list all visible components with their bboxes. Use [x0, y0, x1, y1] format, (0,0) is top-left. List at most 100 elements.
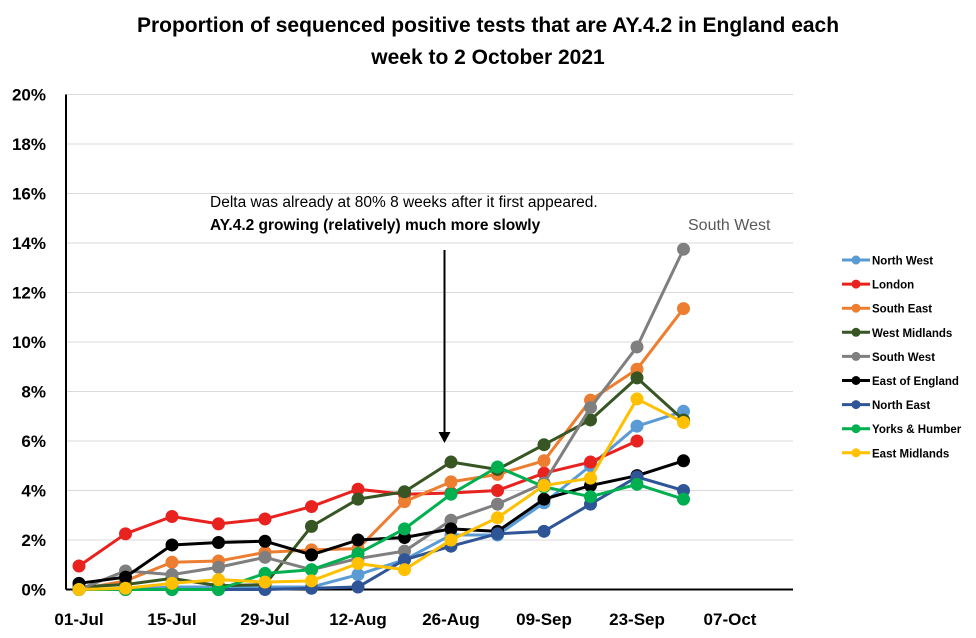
data-point-yorks-humber — [398, 522, 411, 536]
y-tick-label: 8% — [21, 383, 46, 402]
data-point-east-midlands — [212, 573, 225, 587]
series-line-south-west — [78, 248, 685, 591]
data-point-south-east — [537, 454, 551, 468]
data-point-south-east — [444, 475, 458, 489]
x-tick-label: 26-Aug — [422, 610, 480, 629]
data-point-yorks-humber — [305, 563, 318, 577]
legend-label-west-midlands: West Midlands — [872, 328, 952, 340]
legend-swatch-marker-south-west — [851, 351, 861, 361]
south-west-series-label: South West — [688, 217, 771, 234]
legend: North West London South East West Midlands S… — [842, 255, 962, 460]
data-point-east-midlands — [119, 581, 132, 595]
data-point-east-midlands — [491, 511, 504, 525]
data-point-east-midlands — [305, 574, 318, 588]
data-point-east-midlands — [258, 575, 272, 589]
legend-swatch-marker-north-east — [851, 400, 861, 410]
y-tick-label: 18% — [12, 135, 46, 154]
legend-label-east-midlands: East Midlands — [872, 448, 949, 460]
series-line-east-midlands — [78, 397, 685, 591]
legend-swatch-marker-west-midlands — [851, 327, 861, 337]
y-tick-label: 20% — [12, 86, 46, 105]
series-line-south-east — [78, 307, 685, 591]
data-point-east-midlands — [165, 576, 179, 590]
chart-title-line-1: Proportion of sequenced positive tests t… — [136, 14, 840, 37]
data-point-east-of-england — [165, 538, 179, 552]
data-point-east-of-england — [537, 492, 551, 506]
y-tick-label: 10% — [12, 333, 46, 352]
data-point-london — [305, 500, 318, 514]
data-point-west-midlands — [305, 519, 318, 533]
y-tick-label: 14% — [12, 234, 46, 253]
data-point-east-midlands — [630, 392, 644, 406]
data-point-north-west — [351, 568, 365, 582]
legend-label-south-west: South West — [872, 352, 935, 364]
data-point-west-midlands — [398, 485, 411, 499]
x-tick-label: 12-Aug — [329, 610, 387, 629]
data-point-south-west — [491, 497, 504, 511]
data-point-east-of-england — [351, 533, 365, 547]
legend-label-east-of-england: East of England — [872, 376, 959, 388]
series-line-west-midlands — [78, 376, 685, 589]
data-point-east-of-england — [677, 454, 690, 468]
annotation-note-line-1: Delta was already at 80% 8 weeks after i… — [210, 194, 598, 211]
data-point-london — [72, 559, 86, 573]
annotation-arrow-head — [438, 432, 451, 443]
data-point-yorks-humber — [491, 460, 504, 474]
data-point-east-of-england — [212, 535, 225, 549]
y-tick-label: 6% — [21, 432, 46, 451]
data-point-south-west — [212, 560, 225, 574]
x-tick-label: 23-Sep — [609, 610, 665, 629]
data-point-west-midlands — [537, 438, 551, 452]
x-tick-label: 07-Oct — [704, 610, 757, 629]
data-point-east-of-england — [444, 522, 458, 536]
data-point-london — [119, 527, 132, 541]
x-tick-label: 29-Jul — [240, 610, 289, 629]
x-tick-label: 01-Jul — [54, 610, 103, 629]
x-tick-label: 15-Jul — [147, 610, 196, 629]
data-point-north-east — [537, 524, 551, 538]
data-point-north-east — [491, 527, 504, 541]
legend-label-north-west: North West — [872, 256, 933, 268]
y-tick-label: 0% — [21, 581, 46, 600]
data-point-east-midlands — [584, 471, 597, 485]
data-point-south-west — [630, 340, 644, 354]
data-point-east-midlands — [72, 583, 86, 596]
legend-label-north-east: North East — [872, 400, 930, 412]
x-tick-label: 09-Sep — [516, 610, 572, 629]
data-point-london — [584, 455, 597, 469]
data-point-yorks-humber — [630, 477, 644, 491]
series-line-east-of-england — [78, 459, 684, 585]
data-point-south-west — [677, 242, 690, 256]
data-point-east-midlands — [351, 557, 365, 571]
data-point-east-of-england — [258, 534, 272, 548]
data-point-east-midlands — [444, 533, 458, 547]
data-point-south-east — [165, 555, 179, 569]
legend-swatch-marker-east-of-england — [851, 376, 861, 385]
data-point-south-west — [258, 550, 272, 564]
legend-swatch-marker-east-midlands — [851, 448, 861, 458]
data-point-london — [491, 484, 504, 497]
data-point-east-midlands — [677, 415, 690, 429]
data-point-north-west — [630, 419, 644, 433]
y-tick-label: 2% — [21, 531, 46, 550]
data-point-london — [165, 509, 179, 523]
annotation-note-line-2: AY.4.2 growing (relatively) much more sl… — [210, 217, 541, 234]
data-point-west-midlands — [444, 455, 458, 469]
data-point-east-midlands — [398, 563, 411, 577]
legend-swatch-marker-south-east — [851, 303, 861, 313]
data-point-london — [212, 517, 225, 531]
legend-label-south-east: South East — [872, 304, 932, 316]
data-point-east-midlands — [537, 479, 551, 493]
legend-label-london: London — [872, 280, 914, 292]
data-point-london — [630, 434, 644, 448]
legend-swatch-marker-london — [851, 279, 861, 289]
data-point-south-east — [677, 302, 690, 316]
series-line-yorks-humber — [79, 465, 684, 591]
data-point-yorks-humber — [584, 490, 597, 504]
data-point-north-east — [351, 580, 365, 594]
data-point-london — [258, 512, 272, 526]
data-point-yorks-humber — [677, 492, 690, 506]
legend-swatch-marker-north-west — [851, 255, 861, 265]
legend-label-yorks-humber: Yorks & Humber — [872, 424, 962, 436]
